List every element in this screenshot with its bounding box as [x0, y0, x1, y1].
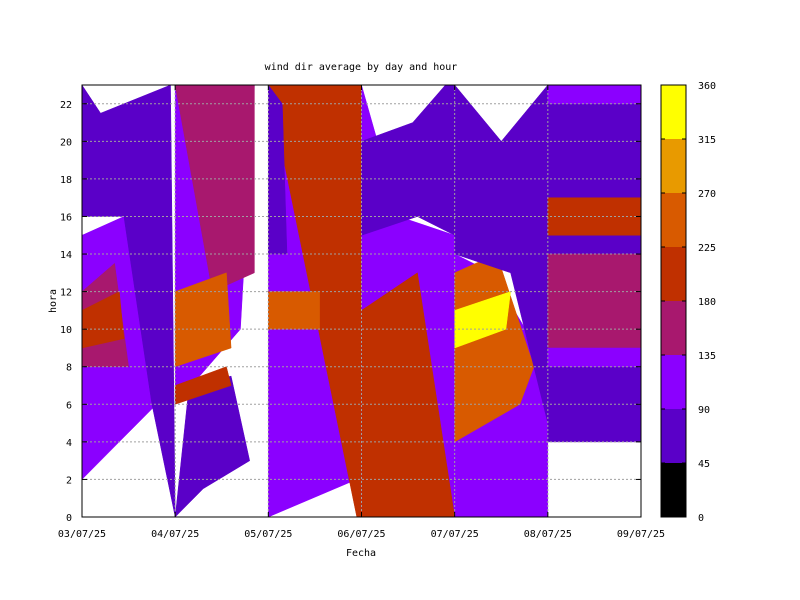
colorbar-swatch-4	[661, 247, 686, 301]
heatmap-region-15	[361, 85, 455, 236]
heatmap-region-5	[174, 85, 255, 292]
colorbar-tick-label: 45	[698, 459, 710, 470]
y-tick-label: 12	[60, 288, 72, 299]
heatmap-region-17	[454, 253, 535, 443]
colorbar-swatch-1	[661, 409, 686, 463]
x-tick-label: 03/07/25	[58, 529, 106, 540]
colorbar-swatch-0	[661, 463, 686, 517]
colorbar-swatch-6	[661, 139, 686, 193]
y-tick-label: 10	[60, 325, 72, 336]
y-axis-ticks: 0 2 4 6 8 10 12 14 16 18 20 22	[60, 100, 641, 524]
y-axis-label: hora	[48, 289, 59, 313]
y-tick-label: 2	[66, 475, 72, 486]
colorbar-swatch-2	[661, 355, 686, 409]
colorbar-swatch-3	[661, 301, 686, 355]
colorbar-tick-label: 180	[698, 297, 716, 308]
y-tick-label: 4	[66, 438, 72, 449]
x-tick-label: 06/07/25	[337, 529, 385, 540]
colorbar: 0 45 90 135 180 225 270 315 360	[660, 81, 716, 524]
x-tick-label: 09/07/25	[617, 529, 665, 540]
y-tick-label: 6	[66, 400, 72, 411]
y-tick-label: 14	[60, 250, 72, 261]
y-tick-label: 8	[66, 363, 72, 374]
colorbar-tick-label: 90	[698, 405, 710, 416]
heatmap-region-19	[454, 85, 549, 424]
x-axis-ticks: 03/07/25 04/07/25 05/07/25 06/07/25 07/07/25…	[58, 85, 665, 540]
x-tick-label: 08/07/25	[524, 529, 572, 540]
heatmap-region-6	[174, 375, 250, 517]
heatmap-region-14	[361, 272, 455, 517]
y-tick-label: 18	[60, 175, 72, 186]
colorbar-tick-label: 360	[698, 81, 716, 92]
grid-lines	[82, 85, 641, 517]
x-tick-label: 04/07/25	[151, 529, 199, 540]
colorbar-swatch-7	[661, 85, 686, 139]
heatmap-region-3	[82, 85, 176, 517]
heatmap-region-11	[268, 291, 320, 330]
x-tick-label: 07/07/25	[431, 529, 479, 540]
x-tick-label: 05/07/25	[244, 529, 292, 540]
colorbar-tick-label: 225	[698, 243, 716, 254]
heatmap-region-24	[547, 347, 641, 367]
x-axis-label: Fecha	[346, 548, 376, 559]
heatmap-regions	[82, 85, 641, 517]
y-tick-label: 16	[60, 212, 72, 223]
colorbar-tick-label: 270	[698, 189, 716, 200]
colorbar-tick-label: 315	[698, 135, 716, 146]
y-tick-label: 20	[60, 137, 72, 148]
colorbar-tick-label: 0	[698, 513, 704, 524]
heatmap-region-22	[547, 253, 641, 349]
heatmap-region-7	[174, 272, 232, 368]
colorbar-tick-label: 135	[698, 351, 716, 362]
y-tick-label: 22	[60, 100, 72, 111]
chart-title: wind dir average by day and hour	[265, 62, 458, 73]
y-tick-label: 0	[66, 513, 72, 524]
colorbar-swatch-5	[661, 193, 686, 247]
heatmap-region-21	[547, 85, 641, 105]
